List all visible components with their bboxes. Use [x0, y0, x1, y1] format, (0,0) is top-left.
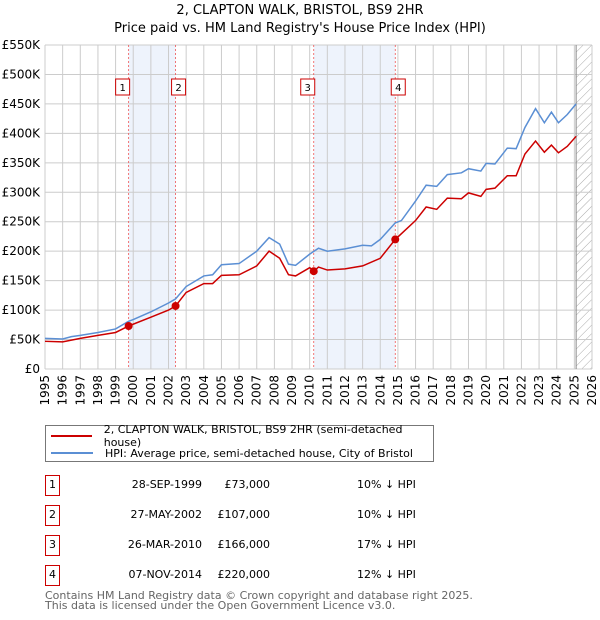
- x-tick-label: 2019: [461, 375, 475, 406]
- x-tick-label: 2016: [409, 375, 423, 406]
- y-tick-label: £100K: [2, 303, 42, 317]
- legend-item-price: 2, CLAPTON WALK, BRISTOL, BS9 2HR (semi-…: [46, 423, 433, 449]
- sale-period-shade: [128, 45, 176, 369]
- footer-licence: This data is licensed under the Open Gov…: [45, 599, 396, 612]
- chart-title: 2, CLAPTON WALK, BRISTOL, BS9 2HR: [176, 3, 424, 18]
- legend-swatch-price: [51, 435, 92, 437]
- x-tick-label: 1999: [109, 375, 123, 406]
- sale-number: 1: [45, 475, 60, 496]
- sale-price: £166,000: [217, 538, 271, 551]
- sale-price: £220,000: [217, 568, 271, 581]
- sale-label: 2: [175, 83, 181, 94]
- sale-label: 3: [305, 83, 311, 94]
- sale-label: 1: [119, 83, 125, 94]
- sale-period-shade: [313, 45, 396, 369]
- sale-point: [309, 267, 318, 276]
- x-tick-label: 2006: [232, 375, 246, 406]
- sale-date: 26-MAR-2010: [127, 538, 202, 551]
- forecast-hatch: [576, 45, 592, 369]
- x-tick-label: 2013: [356, 375, 370, 406]
- legend-item-hpi: HPI: Average price, semi-detached house,…: [46, 445, 413, 461]
- y-tick-label: £0: [25, 362, 40, 376]
- sale-point: [124, 321, 133, 330]
- sale-date: 27-MAY-2002: [130, 508, 202, 521]
- legend: 2, CLAPTON WALK, BRISTOL, BS9 2HR (semi-…: [45, 423, 434, 462]
- chart-subtitle: Price paid vs. HM Land Registry's House …: [114, 21, 486, 36]
- x-tick-label: 1998: [91, 375, 105, 406]
- x-tick-label: 2017: [426, 375, 440, 406]
- price-chart: 1995 1996 1997 1998 1999 2000 2001 2002 2003 2004…: [2, 38, 599, 406]
- sale-row: 2 27-MAY-2002 £107,000 10% ↓ HPI: [45, 505, 465, 527]
- x-tick-label: 2004: [197, 375, 211, 406]
- x-tick-label: 2018: [444, 375, 458, 406]
- x-tick-label: 1995: [38, 375, 52, 406]
- y-tick-label: £150K: [2, 274, 42, 288]
- sale-label-box: [300, 78, 316, 96]
- x-tick-label: 2008: [267, 375, 281, 406]
- x-tick-label: 2025: [567, 375, 581, 406]
- x-tick-label: 2007: [250, 375, 264, 406]
- sale-date: 28-SEP-1999: [131, 478, 202, 491]
- y-tick-label: £300K: [2, 185, 42, 199]
- legend-label-hpi: HPI: Average price, semi-detached house,…: [105, 446, 413, 460]
- sale-label-box: [390, 78, 406, 96]
- sale-number: 2: [45, 505, 60, 526]
- x-tick-label: 2002: [162, 375, 176, 406]
- x-tick-label: 2000: [126, 375, 140, 406]
- x-tick-label: 2010: [303, 375, 317, 406]
- y-tick-label: £50K: [9, 333, 41, 347]
- sale-label-box: [115, 78, 131, 96]
- y-tick-label: £500K: [2, 67, 42, 81]
- hpi-line: [44, 103, 577, 340]
- price-line: [44, 135, 577, 343]
- sale-price: £107,000: [217, 508, 271, 521]
- legend-swatch-hpi: [51, 452, 93, 454]
- sale-label: 4: [395, 83, 401, 94]
- x-tick-label: 1996: [56, 375, 70, 406]
- sale-row: 3 26-MAR-2010 £166,000 17% ↓ HPI: [45, 535, 465, 557]
- x-tick-label: 2015: [391, 375, 405, 406]
- x-tick-label: 2023: [532, 375, 546, 406]
- y-tick-label: £400K: [2, 126, 42, 140]
- sale-hpi-diff: 10% ↓ HPI: [357, 478, 416, 491]
- sale-number: 4: [45, 565, 60, 586]
- x-tick-label: 2014: [373, 375, 387, 406]
- sale-hpi-diff: 12% ↓ HPI: [357, 568, 416, 581]
- sale-number: 3: [45, 535, 60, 556]
- y-tick-label: £250K: [2, 215, 42, 229]
- sale-date: 07-NOV-2014: [128, 568, 202, 581]
- x-tick-label: 2003: [179, 375, 193, 406]
- footer-copyright: Contains HM Land Registry data © Crown c…: [45, 589, 473, 602]
- x-tick-label: 2024: [550, 375, 564, 406]
- x-tick-label: 2011: [320, 375, 334, 406]
- y-tick-label: £350K: [2, 156, 42, 170]
- sale-row: 1 28-SEP-1999 £73,000 10% ↓ HPI: [45, 475, 465, 497]
- legend-label-price: 2, CLAPTON WALK, BRISTOL, BS9 2HR (semi-…: [103, 423, 403, 449]
- footer: Contains HM Land Registry data © Crown c…: [45, 589, 473, 612]
- sale-row: 4 07-NOV-2014 £220,000 12% ↓ HPI: [45, 565, 465, 587]
- sale-hpi-diff: 17% ↓ HPI: [357, 538, 416, 551]
- x-tick-label: 2026: [585, 375, 599, 406]
- y-tick-label: £200K: [2, 244, 42, 258]
- x-tick-label: 2009: [285, 375, 299, 406]
- sale-hpi-diff: 10% ↓ HPI: [357, 508, 416, 521]
- sale-point: [171, 301, 180, 310]
- x-tick-label: 1997: [73, 375, 87, 406]
- x-tick-label: 2022: [514, 375, 528, 406]
- sale-point: [391, 235, 400, 244]
- x-tick-label: 2012: [338, 375, 352, 406]
- x-tick-label: 2001: [144, 375, 158, 406]
- y-tick-label: £550K: [2, 38, 42, 52]
- x-tick-label: 2020: [479, 375, 493, 406]
- x-tick-label: 2021: [497, 375, 511, 406]
- x-tick-label: 2005: [214, 375, 228, 406]
- sale-price: £73,000: [224, 478, 271, 491]
- y-tick-label: £450K: [2, 97, 42, 111]
- sale-label-box: [171, 78, 187, 96]
